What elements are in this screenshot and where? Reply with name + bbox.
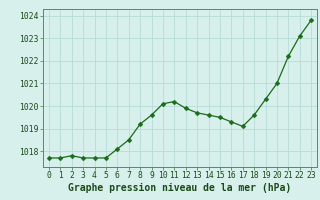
X-axis label: Graphe pression niveau de la mer (hPa): Graphe pression niveau de la mer (hPa) <box>68 183 292 193</box>
